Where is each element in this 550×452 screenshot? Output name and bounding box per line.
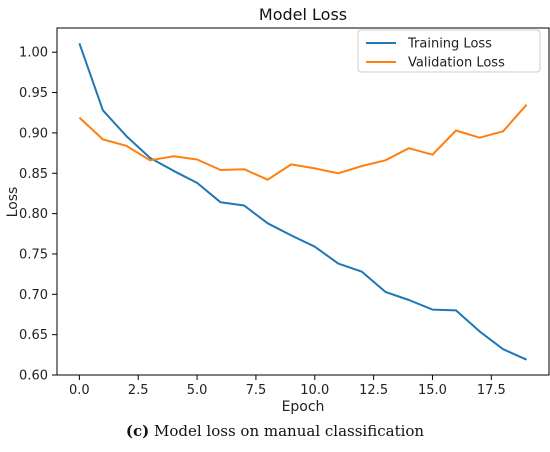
figure-caption: (c) Model loss on manual classification — [0, 422, 550, 440]
x-axis-label: Epoch — [282, 399, 325, 415]
plot-area — [56, 27, 550, 376]
y-tick-label: 0.75 — [19, 247, 48, 262]
y-axis-label: Loss — [5, 187, 21, 218]
x-axis: 0.0 2.5 5.0 7.5 10.0 12.5 15.0 17.5 — [69, 375, 506, 398]
y-tick-label: 0.65 — [19, 328, 48, 343]
y-axis: 0.60 0.65 0.70 0.75 0.80 0.85 0.90 0.95 1.00 — [19, 46, 57, 384]
x-tick-label: 2.5 — [128, 383, 149, 398]
x-tick-label: 15.0 — [418, 383, 447, 398]
caption-tag: (c) — [125, 422, 150, 440]
x-tick-label: 7.5 — [246, 383, 267, 398]
x-tick-label: 5.0 — [187, 383, 208, 398]
y-tick-label: 0.95 — [19, 86, 48, 101]
legend-label: Training Loss — [407, 37, 492, 52]
caption-text: Model loss on manual classification — [149, 422, 425, 440]
x-tick-label: 0.0 — [69, 383, 90, 398]
x-tick-label: 17.5 — [477, 383, 506, 398]
y-tick-label: 0.85 — [19, 167, 48, 182]
loss-chart: Model Loss 0.0 2.5 5.0 7.5 10.0 12.5 15.0 17.5 … — [5, 5, 550, 415]
legend-label: Validation Loss — [408, 56, 505, 71]
series-group — [78, 42, 528, 361]
y-tick-label: 0.60 — [19, 369, 48, 384]
series-line-validation-loss — [78, 104, 528, 181]
legend-box — [357, 29, 541, 73]
y-tick-label: 0.90 — [19, 126, 48, 141]
x-tick-label: 12.5 — [359, 383, 388, 398]
legend: Training Loss Validation Loss — [357, 29, 541, 73]
x-tick-label: 10.0 — [300, 383, 329, 398]
series-line-training-loss — [78, 42, 528, 361]
chart-title: Model Loss — [259, 5, 347, 24]
y-tick-label: 0.80 — [19, 207, 48, 222]
y-tick-label: 0.70 — [19, 288, 48, 303]
y-tick-label: 1.00 — [19, 46, 48, 61]
